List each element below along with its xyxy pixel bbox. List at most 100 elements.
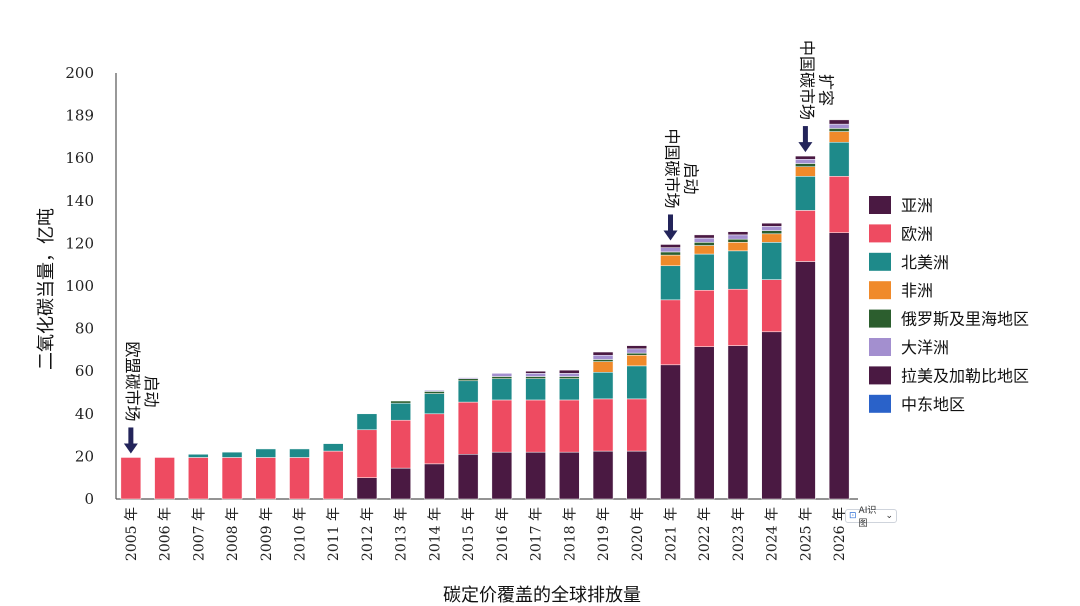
bar-segment — [592, 351, 614, 356]
bar-segment — [828, 119, 850, 125]
ai-icon: ⊡ — [849, 511, 857, 521]
arrow-head-icon — [123, 443, 138, 454]
bar-segment — [289, 457, 310, 500]
annotation: 中国碳市场 启动 — [663, 128, 701, 241]
x-tick-label: 2022 年 — [697, 507, 713, 561]
chevron-down-icon: ⌄ — [885, 511, 893, 521]
x-tick-label: 2011 年 — [326, 507, 342, 561]
bar-segment — [491, 378, 513, 401]
x-tick-label: 2006 年 — [158, 507, 174, 561]
bar-segment — [559, 369, 580, 374]
bar-segment — [457, 378, 479, 382]
bar-segment — [626, 354, 648, 367]
bar-segment — [660, 254, 681, 267]
x-tick-label: 2008 年 — [225, 507, 241, 561]
x-tick-label: 2017 年 — [529, 507, 545, 561]
y-tick-label: 20 — [75, 447, 94, 465]
ai-badge-label: AI识图 — [858, 506, 877, 529]
x-tick-label: 2009 年 — [259, 507, 275, 561]
legend-label: 拉美及加勒比地区 — [901, 366, 1029, 385]
y-tick-label: 0 — [84, 490, 94, 508]
legend-swatch — [869, 394, 891, 413]
bar-segment — [693, 290, 715, 347]
bar-segment — [828, 176, 850, 233]
y-tick-label: 200 — [65, 64, 94, 82]
bar-segment — [795, 210, 816, 262]
legend-swatch — [869, 196, 891, 214]
bar-segment — [457, 380, 479, 403]
x-tick-label: 2010 年 — [293, 507, 309, 561]
bar-segment — [795, 166, 816, 177]
bar-segment — [525, 376, 546, 379]
legend-swatch — [869, 309, 891, 328]
annotation-text: 欧盟碳市场 — [123, 341, 142, 421]
bar-segment — [390, 402, 411, 421]
bar-segment — [559, 451, 580, 500]
bar-segment — [154, 457, 175, 500]
ai-image-recognition-button[interactable]: ⊡ AI识图 ⌄ — [845, 506, 897, 529]
bar-segment — [424, 463, 445, 500]
y-tick-label: 189 — [65, 107, 94, 125]
bar-segment — [592, 372, 614, 400]
bar-segment — [525, 399, 546, 453]
bar-segment — [795, 261, 816, 500]
bar-segment — [390, 400, 411, 404]
x-tick-label: 2007 年 — [191, 507, 207, 561]
annotation-text: 中国碳市场 — [797, 40, 816, 120]
x-tick-label: 2005 年 — [124, 507, 140, 561]
bar-segment — [727, 345, 749, 500]
bar-segment — [828, 131, 850, 143]
y-tick-label: 140 — [65, 192, 94, 210]
bar-segment — [795, 155, 816, 160]
bar-segment — [390, 419, 411, 469]
bar-segment — [795, 159, 816, 164]
legend-label: 俄罗斯及里海地区 — [901, 310, 1029, 329]
x-tick-label: 2021 年 — [664, 507, 680, 561]
bar-segment — [221, 457, 243, 500]
bar-segment — [424, 413, 445, 465]
bar-segment — [221, 451, 243, 458]
bar-segment — [828, 123, 850, 129]
bar-segment — [491, 451, 513, 500]
legend-label: 非洲 — [901, 281, 933, 300]
bar-segment — [761, 331, 782, 500]
bar-segment — [457, 454, 479, 500]
bar-segment — [727, 250, 749, 290]
legend-swatch — [869, 281, 891, 300]
y-tick-label: 80 — [75, 320, 94, 338]
bar-segment — [457, 377, 479, 379]
bar-segment — [390, 467, 411, 500]
x-tick-label: 2012 年 — [360, 507, 376, 561]
bar-segment — [525, 378, 546, 401]
x-axis-label: 碳定价覆盖的全球排放量 — [443, 585, 641, 606]
bar-segment — [559, 373, 580, 377]
legend-label: 欧洲 — [901, 224, 933, 243]
x-tick-label: 2014 年 — [427, 507, 443, 561]
bar-segment — [491, 373, 513, 377]
y-tick-label: 120 — [65, 234, 94, 252]
bar-segment — [660, 364, 681, 500]
annotation-text: 启动 — [142, 375, 161, 407]
annotations-group: 欧盟碳市场 启动 中国碳市场 启动 中国碳市场 扩容 — [123, 40, 835, 454]
bar-segment — [626, 352, 648, 356]
bar-segment — [727, 234, 749, 240]
bar-segment — [761, 279, 782, 333]
x-tick-label: 2024 年 — [765, 507, 781, 561]
bar-segment — [424, 391, 445, 394]
bar-segment — [626, 365, 648, 400]
bar-segment — [660, 251, 681, 256]
bar-segment — [626, 398, 648, 452]
bar-segment — [592, 361, 614, 373]
bar-segment — [727, 238, 749, 243]
x-tick-label: 2019 年 — [596, 507, 612, 561]
axes: 0 20 40 60 80 100 120 140 160 189 200 2005 年 2006 年 2… — [65, 64, 858, 561]
annotation: 中国碳市场 扩容 — [797, 40, 835, 153]
bar-segment — [761, 230, 782, 235]
x-tick-label: 2025 年 — [798, 507, 814, 561]
bar-segment — [525, 451, 546, 500]
x-tick-label: 2023 年 — [731, 507, 747, 561]
x-tick-label: 2016 年 — [495, 507, 511, 561]
y-axis-label: 二氧化碳当量，亿吨 — [36, 208, 57, 370]
annotation-text: 扩容 — [816, 74, 835, 106]
